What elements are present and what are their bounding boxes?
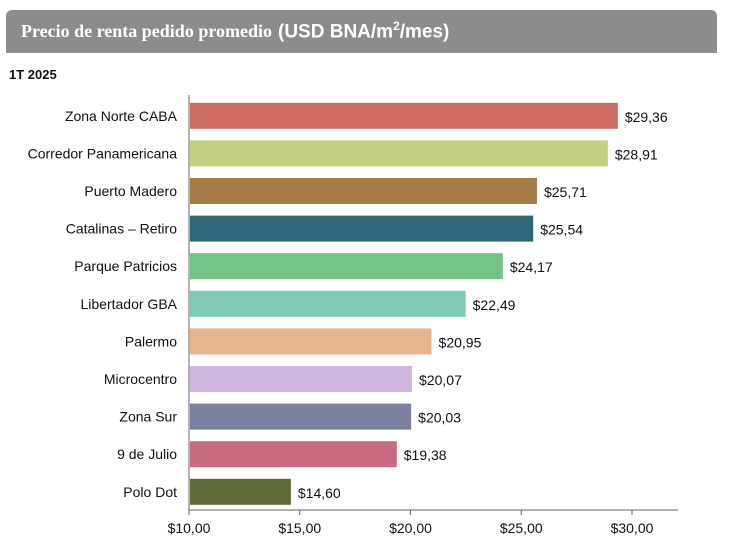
data-label: $20,07 <box>419 372 462 388</box>
category-label: 9 de Julio <box>117 446 177 462</box>
bar-10 <box>190 478 291 505</box>
x-tick-label: $25,00 <box>500 520 543 536</box>
bar-5 <box>190 290 466 317</box>
bar-1 <box>190 140 608 167</box>
bar-3 <box>190 215 534 242</box>
data-label: $25,54 <box>540 222 583 238</box>
data-label: $22,49 <box>473 297 516 313</box>
category-label: Puerto Madero <box>84 183 177 199</box>
data-label: $20,03 <box>418 410 461 426</box>
bar-6 <box>190 328 432 355</box>
chart-header: Precio de renta pedido promedio (USD BNA… <box>6 10 717 53</box>
unit-prefix: (USD BNA/m <box>278 21 394 43</box>
unit-superscript: 2 <box>393 19 400 34</box>
category-label: Polo Dot <box>123 484 177 500</box>
bar-2 <box>190 178 537 204</box>
x-tick-label: $20,00 <box>389 520 432 536</box>
chart-title: Precio de renta pedido promedio <box>21 21 272 41</box>
category-label: Microcentro <box>104 371 177 387</box>
data-label: $20,95 <box>439 334 482 350</box>
data-label: $24,17 <box>510 259 553 275</box>
x-tick-label: $30,00 <box>611 520 654 536</box>
data-label: $25,71 <box>544 184 587 200</box>
unit-suffix: /mes) <box>399 21 450 43</box>
period-label: 1T 2025 <box>9 67 57 82</box>
data-label: $14,60 <box>298 485 341 501</box>
bar-8 <box>190 403 412 430</box>
category-label: Libertador GBA <box>81 296 178 312</box>
bar-9 <box>190 441 397 468</box>
chart-unit: (USD BNA/m2/mes) <box>278 19 449 43</box>
category-label: Zona Norte CABA <box>65 108 178 124</box>
x-tick-label: $10,00 <box>168 520 211 536</box>
bar-4 <box>190 253 503 280</box>
data-label: $19,38 <box>404 447 447 463</box>
x-tick-label: $15,00 <box>278 520 321 536</box>
bar-0 <box>190 102 618 129</box>
category-label: Catalinas – Retiro <box>66 221 177 237</box>
data-label: $29,36 <box>625 109 668 125</box>
category-label: Corredor Panamericana <box>28 145 178 161</box>
bar-7 <box>190 366 413 392</box>
category-label: Palermo <box>125 333 177 349</box>
category-label: Zona Sur <box>119 409 177 425</box>
category-label: Parque Patricios <box>74 258 177 274</box>
data-label: $28,91 <box>615 146 658 162</box>
